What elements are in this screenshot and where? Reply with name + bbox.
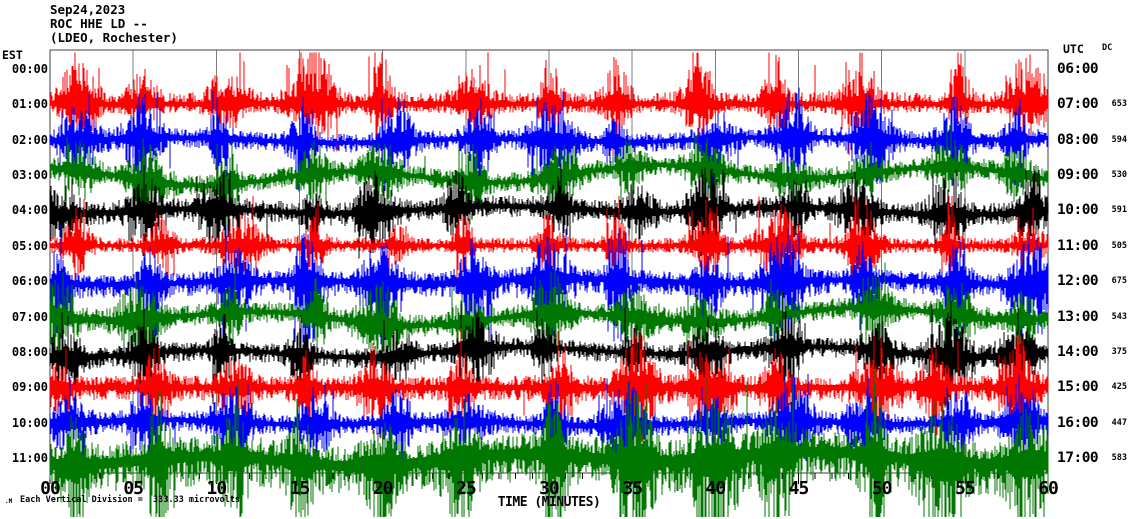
dc-value-447: 447 — [1111, 417, 1127, 428]
dc-value-505: 505 — [1111, 240, 1127, 251]
trace-0800-est — [49, 291, 1049, 411]
est-hour-0700: 07:00 — [11, 309, 48, 324]
est-hour-0900: 09:00 — [11, 380, 48, 395]
x-tick-10: 10 — [206, 478, 227, 499]
header-date: Sep24,2023 — [50, 2, 126, 17]
dc-column-label: DC — [1102, 43, 1113, 53]
utc-hour-1600: 16:00 — [1057, 414, 1099, 431]
header-location: (LDEO, Rochester) — [50, 30, 178, 45]
x-tick-20: 20 — [372, 478, 394, 499]
utc-hour-1200: 12:00 — [1057, 273, 1099, 290]
utc-hour-0800: 08:00 — [1057, 131, 1099, 148]
est-hour-0200: 02:00 — [11, 132, 48, 147]
dc-value-543: 543 — [1111, 311, 1127, 322]
scale-note: Each Vertical Division = 333.33 microvol… — [20, 495, 241, 505]
x-tick-40: 40 — [705, 478, 726, 499]
est-hour-0500: 05:00 — [11, 238, 48, 253]
utc-hour-0600: 06:00 — [1057, 61, 1099, 77]
utc-hour-1400: 14:00 — [1057, 343, 1099, 360]
utc-hour-1700: 17:00 — [1057, 449, 1099, 466]
x-tick-45: 45 — [788, 478, 810, 499]
x-tick-15: 15 — [289, 478, 311, 499]
x-tick-50: 50 — [871, 478, 893, 499]
dc-value-675: 675 — [1111, 276, 1127, 287]
est-hour-1100: 11:00 — [11, 450, 48, 465]
right-axis-label: UTC — [1063, 42, 1084, 56]
x-tick-00: 00 — [40, 478, 61, 499]
est-hour-0100: 01:00 — [11, 97, 48, 112]
x-tick-55: 55 — [954, 478, 976, 499]
dc-value-425: 425 — [1111, 382, 1127, 393]
est-hour-0300: 03:00 — [11, 168, 48, 183]
dc-value-594: 594 — [1111, 134, 1127, 145]
trace-1100-est — [49, 368, 1049, 517]
dc-value-583: 583 — [1111, 452, 1127, 463]
dc-value-375: 375 — [1111, 346, 1127, 357]
dc-value-591: 591 — [1111, 205, 1127, 216]
x-tick-30: 30 — [539, 478, 560, 499]
est-hour-0800: 08:00 — [11, 344, 48, 359]
x-tick-35: 35 — [622, 478, 643, 499]
utc-hour-0700: 07:00 — [1057, 96, 1099, 113]
utc-hour-1500: 15:00 — [1057, 379, 1099, 396]
trace-0200-est — [49, 87, 1049, 192]
trace-0300-est — [49, 124, 1049, 226]
header-station: ROC HHE LD -- — [50, 16, 148, 31]
trace-0400-est — [49, 164, 1049, 259]
utc-hour-1300: 13:00 — [1057, 308, 1099, 325]
x-tick-05: 05 — [123, 478, 144, 499]
watermark-mark: .M — [5, 498, 13, 505]
x-tick-60: 60 — [1038, 478, 1059, 499]
utc-hour-1100: 11:00 — [1057, 237, 1099, 254]
trace-0100-est — [49, 52, 1049, 157]
x-axis-title: TIME (MINUTES) — [497, 495, 601, 510]
x-tick-25: 25 — [455, 478, 477, 499]
utc-hour-1000: 10:00 — [1057, 202, 1099, 219]
trace-0900-est — [49, 328, 1049, 446]
est-hour-0000: 00:00 — [11, 62, 48, 76]
left-axis-label: EST — [2, 48, 23, 62]
dc-value-653: 653 — [1111, 99, 1127, 110]
est-hour-0400: 04:00 — [11, 203, 48, 218]
est-hour-0600: 06:00 — [11, 274, 48, 289]
est-hour-1000: 10:00 — [11, 415, 48, 430]
dc-value-530: 530 — [1111, 170, 1127, 181]
utc-hour-0900: 09:00 — [1057, 167, 1099, 184]
